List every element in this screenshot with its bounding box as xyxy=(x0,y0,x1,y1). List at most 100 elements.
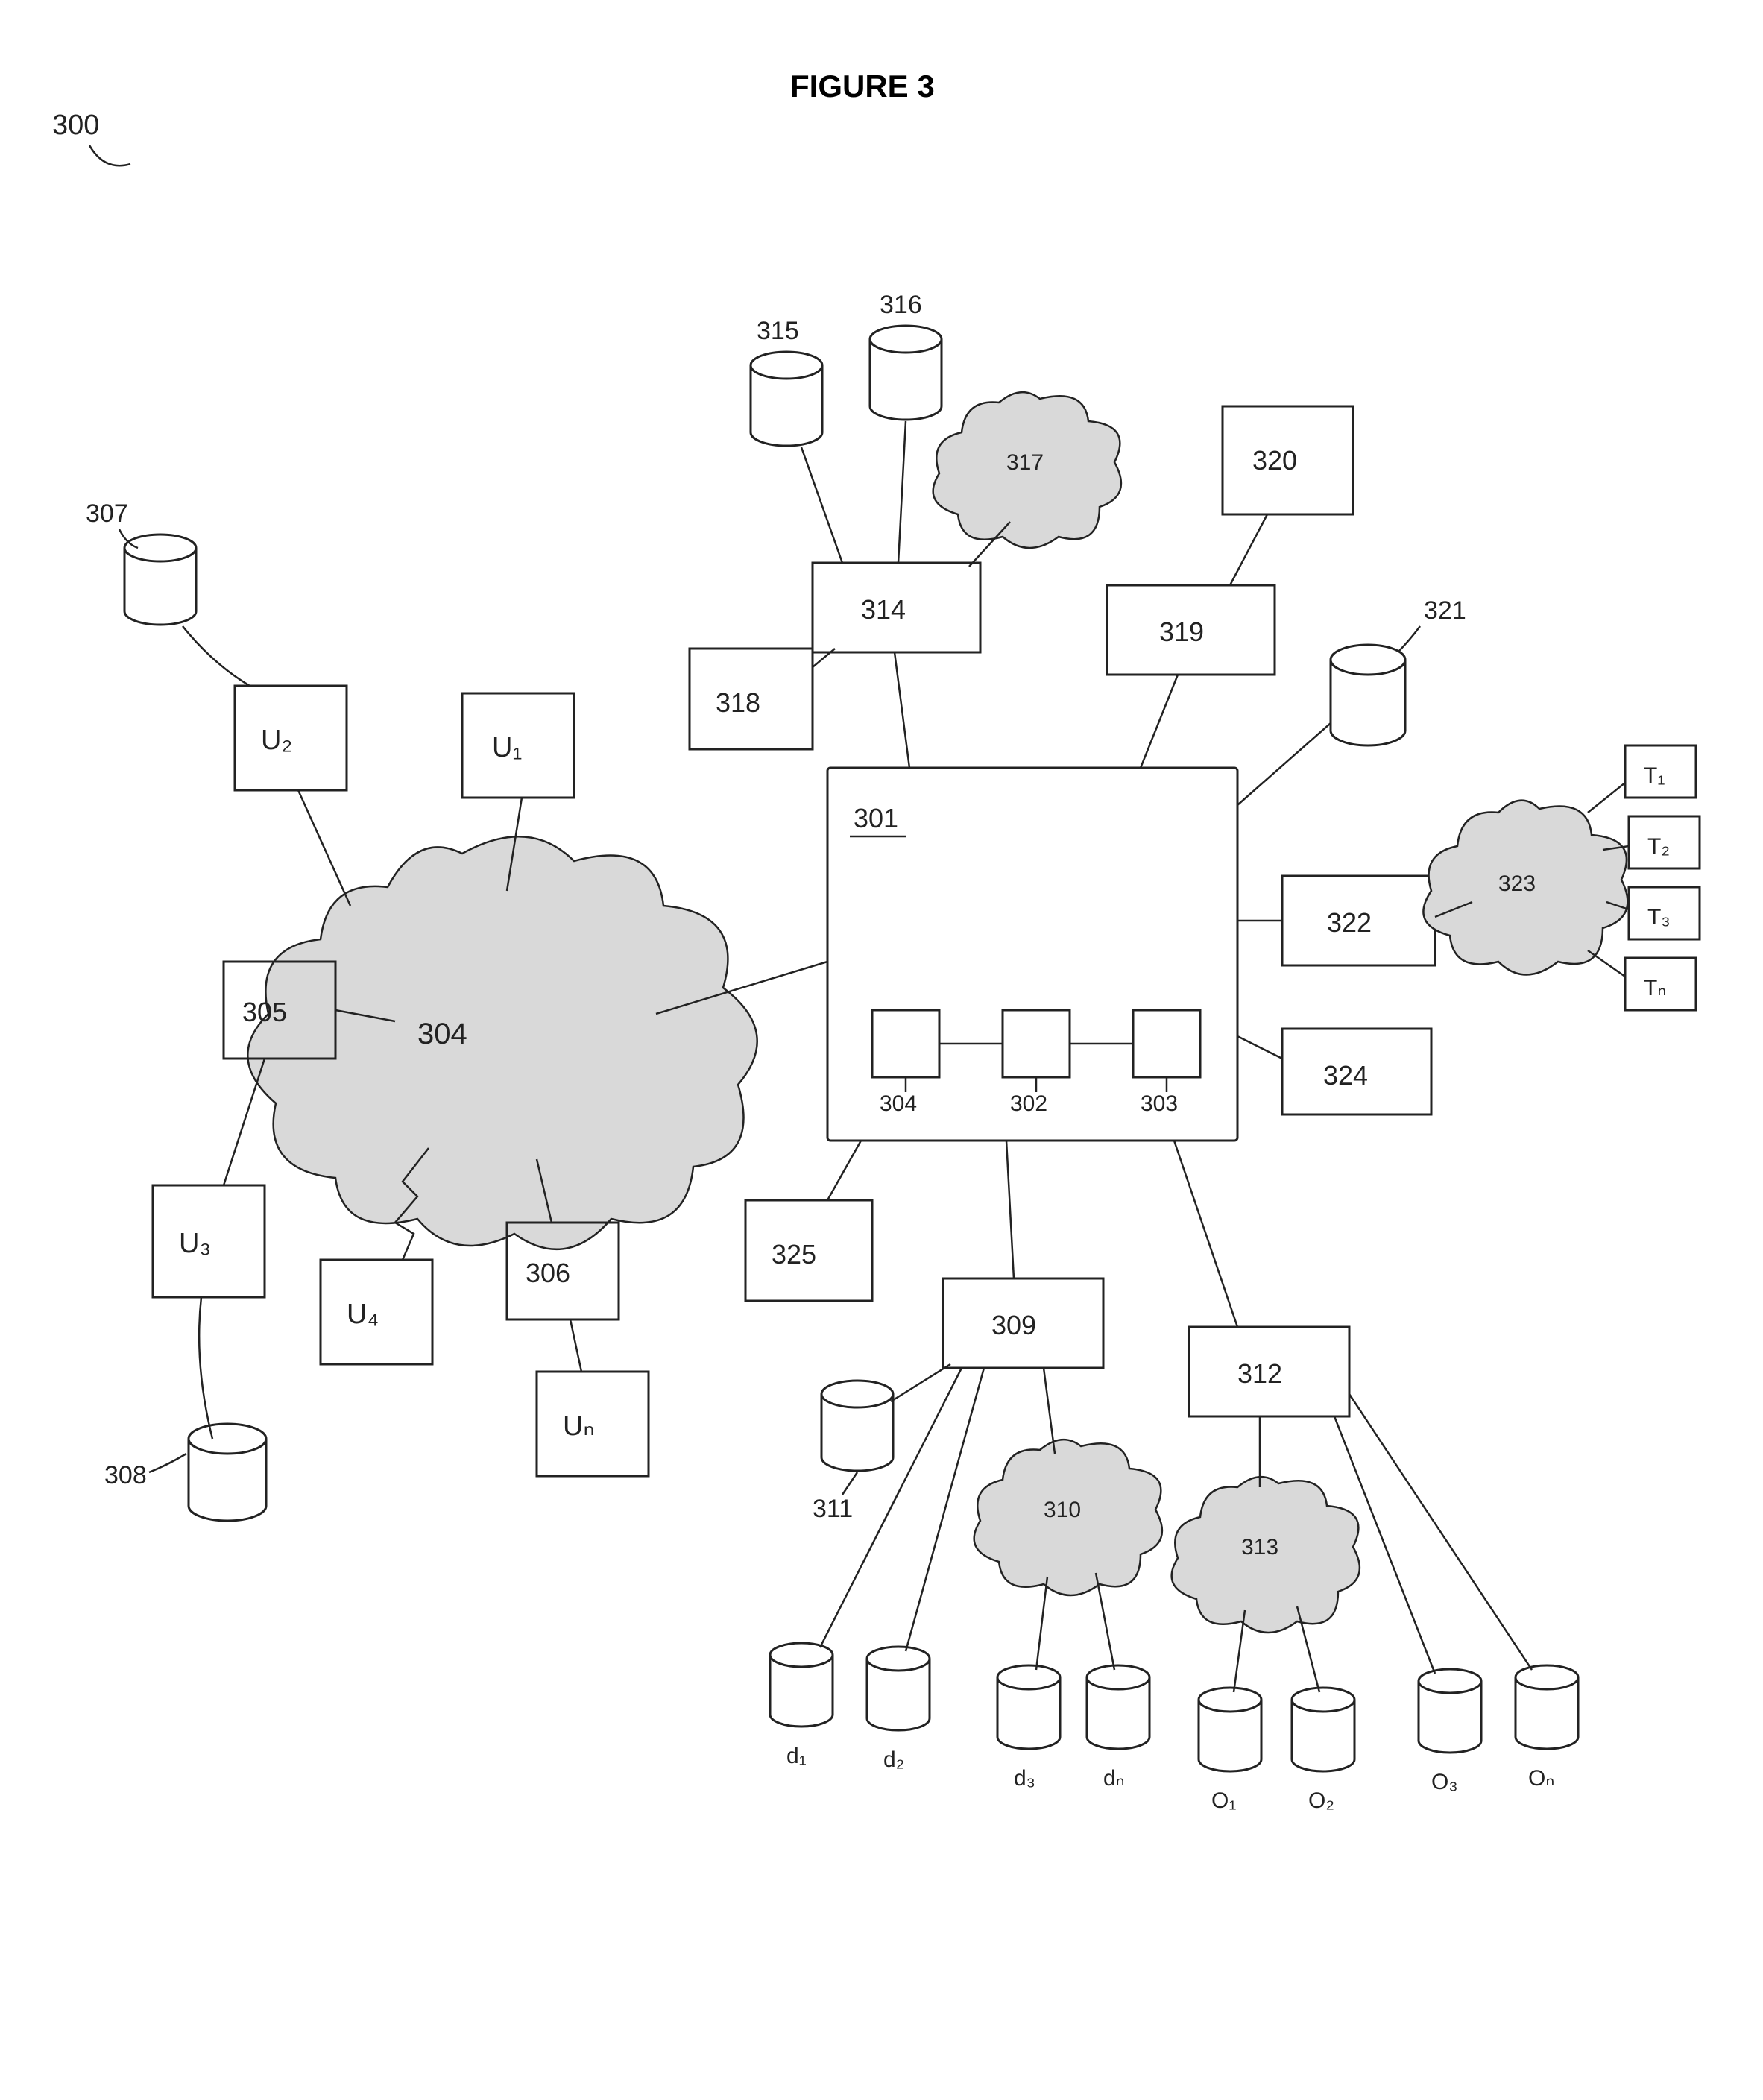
edge-312-301 xyxy=(1174,1141,1237,1327)
node-318: 318 xyxy=(690,649,813,749)
label-301: 301 xyxy=(854,803,898,833)
label-309: 309 xyxy=(991,1310,1036,1340)
node-Tn: Tₙ xyxy=(1625,958,1696,1010)
node-325: 325 xyxy=(745,1200,872,1301)
label-T2: T₂ xyxy=(1647,834,1670,859)
label-On: Oₙ xyxy=(1528,1766,1554,1791)
node-301: 301 xyxy=(827,768,1237,1141)
label-Tn: Tₙ xyxy=(1644,976,1666,1000)
label-T1: T₁ xyxy=(1644,763,1665,788)
edge-319-301 xyxy=(1141,675,1178,768)
node-303: 303 xyxy=(1133,1010,1200,1116)
label-313: 313 xyxy=(1241,1535,1278,1560)
label-317: 317 xyxy=(1006,450,1044,475)
leader-308 xyxy=(149,1454,186,1472)
cyl-d3: d₃ xyxy=(997,1665,1060,1791)
label-315: 315 xyxy=(757,317,799,345)
label-318: 318 xyxy=(716,687,760,718)
node-U3: U₃ xyxy=(153,1185,265,1297)
cyl-d2: d₂ xyxy=(867,1647,930,1772)
edge-dn-310 xyxy=(1096,1573,1114,1670)
edge-d3-310 xyxy=(1036,1577,1047,1670)
node-322: 322 xyxy=(1282,876,1435,965)
label-324: 324 xyxy=(1323,1060,1368,1091)
label-d1: d₁ xyxy=(786,1744,807,1768)
edge-U2-cloud xyxy=(298,790,350,906)
edge-On-312 xyxy=(1349,1394,1532,1670)
cyl-311 xyxy=(821,1381,893,1471)
cyl-315 xyxy=(751,352,822,446)
label-dn: dₙ xyxy=(1103,1766,1125,1791)
label-U1: U₁ xyxy=(492,732,522,763)
label-U2: U₂ xyxy=(261,725,292,756)
edge-Tn xyxy=(1588,950,1625,977)
node-324: 324 xyxy=(1282,1029,1431,1114)
cyl-On: Oₙ xyxy=(1516,1665,1578,1791)
edge-325-301 xyxy=(827,1141,861,1200)
node-320: 320 xyxy=(1223,406,1353,514)
edge-324-301 xyxy=(1237,1036,1282,1059)
label-Un: Uₙ xyxy=(563,1410,595,1442)
edge-U3-305 xyxy=(224,1059,265,1185)
label-305: 305 xyxy=(242,997,287,1027)
cyl-O2: O₂ xyxy=(1292,1688,1354,1813)
label-O1: O₁ xyxy=(1211,1788,1236,1813)
label-304-inner: 304 xyxy=(880,1091,917,1116)
node-T1: T₁ xyxy=(1625,745,1696,798)
diagram-canvas: FIGURE 3 300 301 304 302 303 304 U₁ xyxy=(0,0,1763,2100)
label-U3: U₃ xyxy=(179,1228,211,1259)
label-311: 311 xyxy=(813,1495,853,1523)
edge-309-310 xyxy=(1044,1368,1055,1454)
label-321: 321 xyxy=(1424,596,1466,625)
cloud-323: 323 xyxy=(1423,801,1627,975)
node-312: 312 xyxy=(1189,1327,1349,1416)
ref-300-label: 300 xyxy=(52,110,99,141)
label-325: 325 xyxy=(772,1239,816,1270)
figure-title: FIGURE 3 xyxy=(790,69,935,104)
cyl-d1: d₁ xyxy=(770,1643,833,1768)
cloud-310: 310 xyxy=(974,1440,1162,1595)
edge-d2-309 xyxy=(906,1368,984,1651)
cyl-O1: O₁ xyxy=(1199,1688,1261,1813)
node-Un: Uₙ xyxy=(537,1372,649,1476)
node-304-inner: 304 xyxy=(872,1010,939,1116)
leader-321 xyxy=(1398,626,1420,652)
cyl-O3: O₃ xyxy=(1419,1669,1481,1794)
edge-311-309 xyxy=(891,1364,950,1401)
label-d2: d₂ xyxy=(883,1747,904,1772)
label-316: 316 xyxy=(880,291,922,319)
node-T2: T₂ xyxy=(1629,816,1700,868)
node-U4: U₄ xyxy=(321,1260,432,1364)
ref-300-leader xyxy=(89,145,130,165)
node-309: 309 xyxy=(943,1278,1103,1368)
label-308: 308 xyxy=(104,1461,147,1489)
node-319: 319 xyxy=(1107,585,1275,675)
edge-307-U2 xyxy=(183,626,250,686)
label-312: 312 xyxy=(1237,1358,1282,1389)
node-302: 302 xyxy=(1003,1010,1070,1116)
label-304-cloud: 304 xyxy=(417,1018,467,1050)
leader-311 xyxy=(842,1472,857,1495)
edge-T1 xyxy=(1588,783,1625,813)
edge-309-301 xyxy=(1006,1141,1014,1278)
label-T3: T₃ xyxy=(1647,905,1671,930)
cyl-316 xyxy=(870,326,942,420)
cloud-304: 304 xyxy=(247,836,757,1249)
edge-315-314 xyxy=(801,447,842,563)
label-320: 320 xyxy=(1252,445,1297,476)
label-O3: O₃ xyxy=(1431,1770,1458,1794)
label-302: 302 xyxy=(1010,1091,1047,1116)
edge-321-301 xyxy=(1237,723,1331,805)
cyl-321 xyxy=(1331,645,1405,745)
edge-320-319 xyxy=(1230,514,1267,585)
edge-Un-306 xyxy=(570,1319,581,1372)
label-314: 314 xyxy=(861,594,906,625)
node-T3: T₃ xyxy=(1629,887,1700,939)
label-323: 323 xyxy=(1498,871,1536,896)
cyl-308 xyxy=(189,1424,266,1521)
cyl-dn: dₙ xyxy=(1087,1665,1149,1791)
cyl-307 xyxy=(124,535,196,625)
label-322: 322 xyxy=(1327,907,1372,938)
node-314: 314 xyxy=(813,563,980,652)
cloud-313: 313 xyxy=(1172,1477,1360,1633)
